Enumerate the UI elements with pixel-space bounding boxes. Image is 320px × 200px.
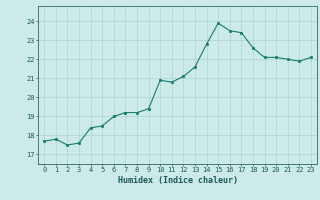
X-axis label: Humidex (Indice chaleur): Humidex (Indice chaleur) [118, 176, 238, 185]
